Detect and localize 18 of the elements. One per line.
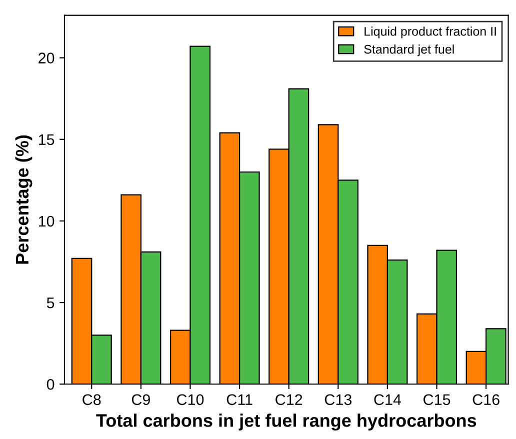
- x-tick-label: C14: [374, 394, 402, 406]
- x-tick-label: C12: [276, 394, 302, 406]
- x-tick-label: C11: [226, 394, 252, 406]
- y-tick-label: 5: [46, 298, 54, 308]
- y-tick-label: 10: [38, 216, 54, 227]
- legend-label: Liquid product fraction II: [364, 26, 496, 38]
- x-tick-label: C8: [82, 394, 101, 406]
- x-tick-label: C10: [176, 394, 204, 406]
- x-tick-label: C13: [324, 394, 352, 406]
- x-tick-label: C9: [132, 394, 150, 406]
- x-tick-label: C16: [472, 394, 500, 406]
- y-tick-label: 15: [38, 134, 54, 146]
- x-tick-label: C15: [424, 394, 450, 406]
- y-axis-title: Percentage (%): [15, 135, 32, 264]
- y-tick-label: 20: [38, 52, 54, 64]
- legend-label: Standard jet fuel: [364, 44, 454, 56]
- y-tick-label: 0: [46, 378, 54, 390]
- x-axis-title: Total carbons in jet fuel range hydrocarbons: [96, 414, 476, 431]
